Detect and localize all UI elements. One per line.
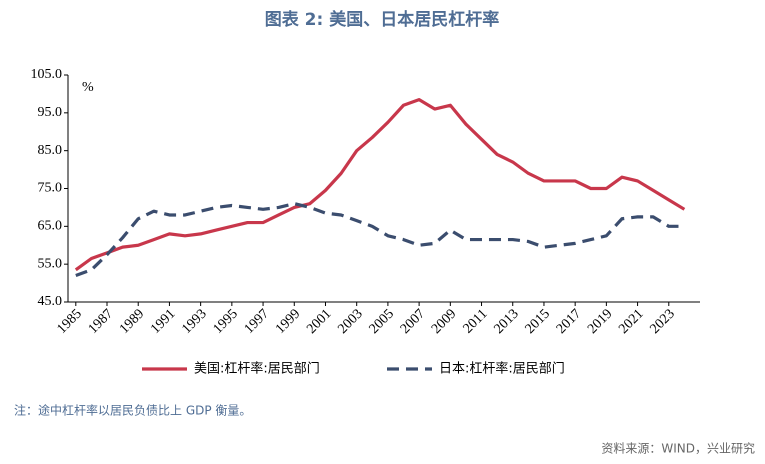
x-tick-label: 2019	[585, 306, 615, 336]
y-tick-label: 65.0	[38, 219, 63, 234]
legend: 日本:杠杆率:居民部门	[439, 361, 565, 377]
note: 注：途中杠杆率以居民负债比上 GDP 衡量。	[14, 403, 251, 418]
x-tick-label: 1995	[211, 306, 241, 336]
x-tick-label: 2023	[647, 306, 677, 336]
source: 资料来源：WIND，兴业研究	[601, 441, 755, 456]
x-tick-label: 1993	[179, 306, 209, 336]
x-tick-label: 2007	[398, 306, 428, 336]
x-tick-label: 2011	[461, 306, 491, 336]
y-unit: %	[82, 80, 94, 95]
x-tick-label: 1987	[86, 306, 116, 336]
line	[74, 97, 686, 272]
y-tick-label: 105.0	[31, 67, 63, 82]
x-tick-label: 2015	[523, 306, 553, 336]
y-tick-label: 85.0	[38, 143, 63, 158]
y-tick-label: 95.0	[38, 105, 63, 120]
x-tick-label: 1997	[242, 306, 272, 336]
x-tick-label: 1991	[148, 306, 178, 336]
x-tick-label: 1989	[117, 306, 147, 336]
x-tick-label: 1985	[55, 306, 85, 336]
y-tick-label: 55.0	[38, 256, 63, 271]
x-tick-label: 2021	[616, 306, 646, 336]
x-tick-label: 2009	[429, 306, 459, 336]
x-tick-label: 2003	[335, 306, 365, 336]
chart-title: 图表 2: 美国、日本居民杠杆率	[265, 9, 499, 30]
y-tick-label: 75.0	[38, 181, 63, 196]
x-tick-label: 2013	[491, 306, 521, 336]
x-tick-label: 2001	[304, 306, 334, 336]
x-tick-label: 2017	[554, 306, 584, 336]
y-tick-label: 45.0	[38, 294, 63, 309]
legend: 美国:杠杆率:居民部门	[194, 361, 320, 377]
line	[75, 202, 685, 278]
x-tick-label: 2005	[367, 306, 397, 336]
x-tick-label: 1999	[273, 306, 303, 336]
